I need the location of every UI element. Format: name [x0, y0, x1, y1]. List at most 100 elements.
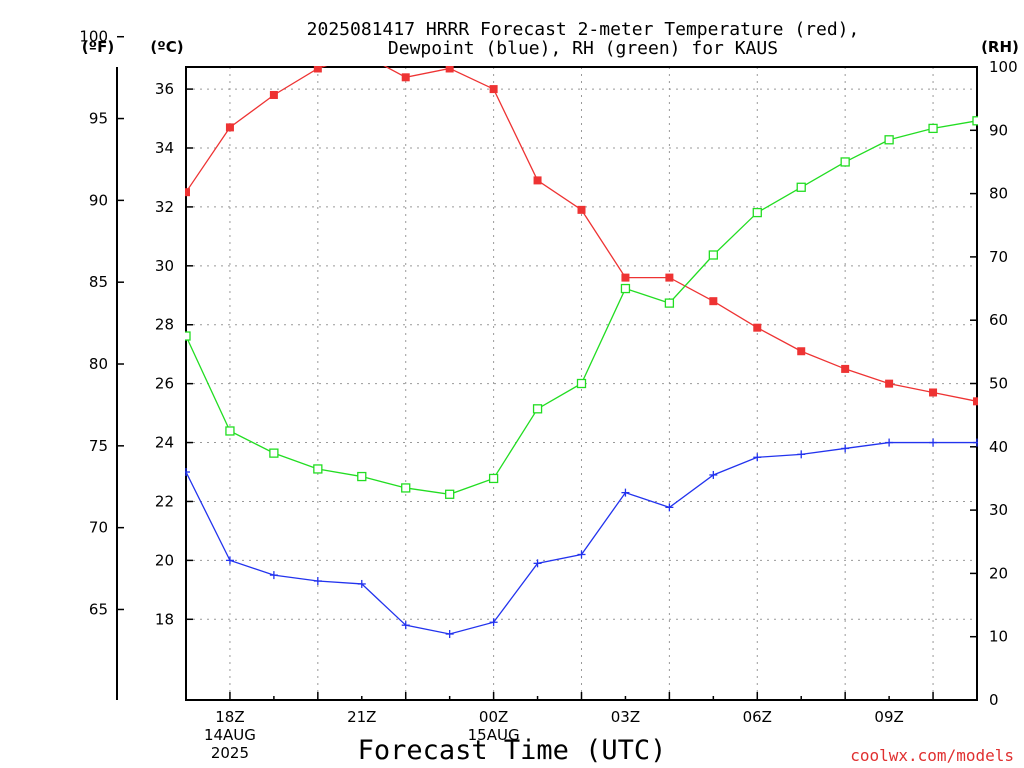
dewpoint-point: [357, 579, 366, 588]
rh-point: [884, 135, 894, 145]
temperature-point: [621, 273, 630, 282]
dewpoint-point: [885, 438, 894, 447]
dewpoint-point: [225, 556, 234, 565]
chart-title-line-2: Dewpoint (blue), RH (green) for KAUS: [388, 38, 778, 59]
rh-point: [357, 471, 367, 482]
dewpoint-point: [621, 488, 630, 497]
rh-tick-label: 70: [989, 248, 1008, 266]
rh-point: [972, 116, 978, 126]
celsius-tick-label: 20: [155, 551, 174, 569]
dewpoint-point: [533, 559, 542, 568]
temperature-point: [445, 66, 454, 73]
temperature-point: [973, 397, 978, 406]
rh-tick-label: 100: [989, 58, 1018, 76]
chart-title-line-1: 2025081417 HRRR Forecast 2-meter Tempera…: [307, 19, 860, 40]
x-tick-label: 00Z: [479, 708, 508, 726]
rh-tick-label: 30: [989, 501, 1008, 519]
dewpoint-point: [401, 621, 410, 630]
rh-point: [313, 464, 323, 474]
fahrenheit-tick-label: 70: [89, 519, 108, 537]
dewpoint-point: [489, 618, 498, 627]
fahrenheit-tick-label: 90: [89, 191, 108, 209]
dewpoint-point: [313, 576, 322, 585]
series-temperature: [185, 50, 978, 406]
dewpoint-point: [577, 550, 586, 559]
temperature-point: [885, 379, 894, 388]
temperature-point: [185, 188, 190, 197]
fahrenheit-tick-label: 100: [79, 28, 108, 46]
fahrenheit-tick-label: 65: [89, 600, 108, 618]
temperature-point: [841, 364, 850, 373]
x-tick-label: 09Z: [874, 708, 903, 726]
dewpoint-point: [269, 571, 278, 580]
temperature-point: [401, 73, 410, 82]
rh-point: [796, 182, 806, 192]
rh-tick-label: 20: [989, 564, 1008, 582]
dewpoint-point: [185, 468, 190, 477]
rh-tick-label: 90: [989, 121, 1008, 139]
rh-point: [185, 331, 191, 341]
celsius-tick-label: 28: [155, 316, 174, 334]
rh-point: [576, 378, 587, 389]
celsius-tick-label: 22: [155, 492, 174, 510]
fahrenheit-tick-label: 80: [89, 355, 108, 373]
fahrenheit-tick-label: 95: [89, 110, 108, 128]
temperature-point: [709, 297, 718, 306]
x-tick-label: 21Z: [347, 708, 376, 726]
rh-point: [752, 207, 762, 218]
x-tick-label: 03Z: [611, 708, 640, 726]
rh-point: [532, 404, 543, 414]
celsius-tick-label: 18: [155, 610, 174, 628]
celsius-tick-label: 30: [155, 257, 174, 275]
series-lines: [185, 50, 978, 639]
celsius-unit-label: (ºC): [150, 38, 183, 56]
series-rh: [185, 116, 978, 499]
dewpoint-point: [929, 438, 938, 447]
series-dewpoint: [185, 438, 978, 639]
x-tick-label: 2025: [211, 744, 249, 762]
x-tick-label: 14AUG: [204, 726, 256, 744]
celsius-tick-label: 26: [155, 375, 174, 393]
rh-tick-label: 10: [989, 628, 1008, 646]
rh-tick-label: 40: [989, 438, 1008, 456]
rh-tick-label: 60: [989, 311, 1008, 329]
temperature-point: [358, 50, 366, 58]
rh-point: [928, 123, 938, 134]
x-tick-label: 15AUG: [468, 726, 520, 744]
fahrenheit-tick-label: 85: [89, 273, 108, 291]
rh-point: [269, 448, 279, 458]
credit-text: coolwx.com/models: [850, 746, 1014, 765]
rh-unit-label: (RH): [981, 38, 1019, 56]
temperature-point: [313, 66, 322, 73]
dewpoint-point: [709, 470, 718, 479]
temperature-point: [929, 388, 938, 397]
dewpoint-point: [445, 630, 454, 639]
temperature-point: [753, 323, 762, 332]
temperature-point: [665, 273, 674, 282]
temperature-point: [489, 85, 498, 94]
rh-point: [620, 283, 631, 294]
celsius-tick-label: 32: [155, 198, 174, 216]
rh-tick-label: 0: [989, 691, 999, 709]
x-axis-label: Forecast Time (UTC): [358, 735, 667, 766]
rh-point: [708, 250, 718, 260]
rh-point: [488, 473, 499, 484]
dewpoint-point: [753, 453, 762, 462]
fahrenheit-unit-label: (ºF): [82, 38, 114, 56]
rh-tick-label: 50: [989, 375, 1008, 393]
dewpoint-point: [797, 450, 806, 459]
grid-lines: [186, 67, 977, 700]
x-tick-label: 06Z: [743, 708, 772, 726]
rh-tick-label: 80: [989, 185, 1008, 203]
dewpoint-point: [841, 444, 850, 453]
rh-point: [225, 426, 235, 436]
temperature-point: [797, 347, 806, 356]
x-tick-label: 18Z: [215, 708, 244, 726]
dewpoint-line: [185, 441, 977, 635]
temperature-point: [225, 123, 234, 132]
rh-point: [445, 489, 455, 499]
celsius-tick-label: 24: [155, 434, 174, 452]
temperature-point: [577, 205, 586, 214]
rh-point: [401, 483, 411, 493]
